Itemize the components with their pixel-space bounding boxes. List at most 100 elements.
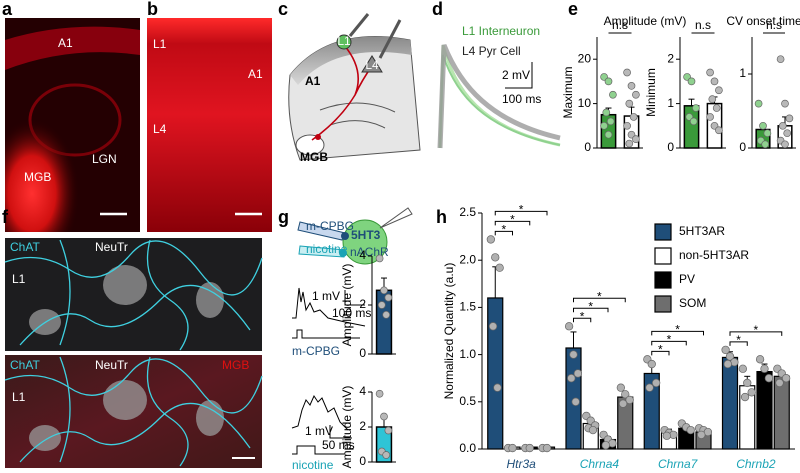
panel-label: b <box>147 0 158 19</box>
stain-label: ChAT <box>10 358 40 372</box>
data-point <box>602 108 611 117</box>
l1-neuron <box>336 34 352 50</box>
bracket <box>494 210 548 216</box>
data-point <box>627 81 636 90</box>
data-point <box>625 139 634 148</box>
data-point <box>723 359 732 369</box>
l4-neuron <box>361 55 383 73</box>
micrograph <box>147 18 272 232</box>
receptor <box>339 249 347 257</box>
y-axis-label: Amplitude (mV) <box>340 264 354 347</box>
significance: * <box>510 213 515 227</box>
y-tick-label: 2.5 <box>459 205 476 219</box>
data-point <box>764 374 774 383</box>
panel-label: g <box>278 207 289 227</box>
trace <box>292 287 366 327</box>
y-tick-label: 2 <box>359 419 366 433</box>
panel-label: c <box>278 0 288 19</box>
chart-title: Amplitude (mV) <box>604 14 687 28</box>
data-point <box>747 388 756 397</box>
cell <box>342 219 388 265</box>
y-tick-label: 2.0 <box>459 252 476 266</box>
data-point <box>652 378 661 388</box>
data-point <box>588 425 598 435</box>
legend-swatch <box>654 247 672 265</box>
region-label: A1 <box>248 67 263 81</box>
bracket <box>573 297 626 303</box>
significance: * <box>667 332 672 346</box>
scale-label: 100 ms <box>332 306 371 320</box>
chart-title: CV onset time <box>726 14 800 28</box>
scale-bar <box>505 62 533 89</box>
data-point <box>781 140 789 149</box>
region-label: MGB <box>24 170 51 184</box>
data-point <box>491 253 500 262</box>
data-point <box>692 104 700 112</box>
pipette <box>298 245 346 258</box>
bracket <box>729 341 748 346</box>
bar <box>683 105 700 149</box>
drug-label: m-CPBG <box>306 219 354 233</box>
scale-label: 2 mV <box>502 68 530 82</box>
stimulus <box>292 329 360 339</box>
y-tick-label: 2 <box>359 297 366 311</box>
data-point <box>712 104 721 112</box>
data-point <box>625 99 634 108</box>
scale-label: 1 mV <box>312 289 340 303</box>
data-point <box>623 68 631 77</box>
data-point <box>375 254 384 263</box>
data-point <box>618 399 628 408</box>
bracket <box>573 307 609 313</box>
bar <box>487 297 504 450</box>
bracket <box>573 317 592 323</box>
data-point <box>382 310 391 319</box>
y-axis-label: Maximum <box>561 66 575 118</box>
significance: * <box>675 322 680 336</box>
data-point <box>725 352 735 361</box>
x-tick-label: Chrna7 <box>658 457 699 471</box>
data-point <box>542 443 552 453</box>
panel-label: a <box>2 0 13 19</box>
data-point <box>738 364 747 373</box>
brain-structure <box>319 102 396 129</box>
panel-label: d <box>432 0 443 19</box>
data-point <box>604 130 613 139</box>
data-point <box>697 430 706 439</box>
data-point <box>623 121 631 130</box>
stain-label: NeuTr <box>95 240 128 254</box>
data-point <box>375 389 384 398</box>
bracket <box>651 350 670 356</box>
data-point <box>778 121 787 130</box>
data-point <box>625 395 634 405</box>
data-point <box>564 322 574 331</box>
legend-swatch <box>654 295 672 313</box>
recording-pipette <box>379 207 413 229</box>
neuron-somata <box>29 265 224 451</box>
data-point <box>609 90 617 99</box>
scale-bar <box>329 425 352 439</box>
data-point <box>781 99 789 108</box>
significance: * <box>519 203 524 217</box>
data-point <box>380 412 388 421</box>
bracket <box>494 230 513 236</box>
data-point <box>743 378 752 388</box>
data-point <box>689 117 698 126</box>
data-point <box>708 95 717 104</box>
scale-label: 100 ms <box>502 92 541 106</box>
bar <box>721 356 739 450</box>
stain-label: MGB <box>222 358 249 372</box>
y-tick-label: 0 <box>359 454 366 468</box>
drug-label: nicotine <box>306 242 348 256</box>
data-point <box>384 293 393 302</box>
bar <box>756 370 773 450</box>
y-tick-label: 1 <box>739 66 746 80</box>
data-point <box>715 126 723 135</box>
layer-label: L1 <box>153 37 167 51</box>
y-axis-label: Amplitude (mV) <box>340 386 354 469</box>
legend-swatch <box>654 223 672 241</box>
cortex <box>290 36 412 85</box>
data-point <box>754 99 763 108</box>
data-point <box>377 301 386 309</box>
data-point <box>775 378 784 388</box>
data-point <box>600 121 608 130</box>
